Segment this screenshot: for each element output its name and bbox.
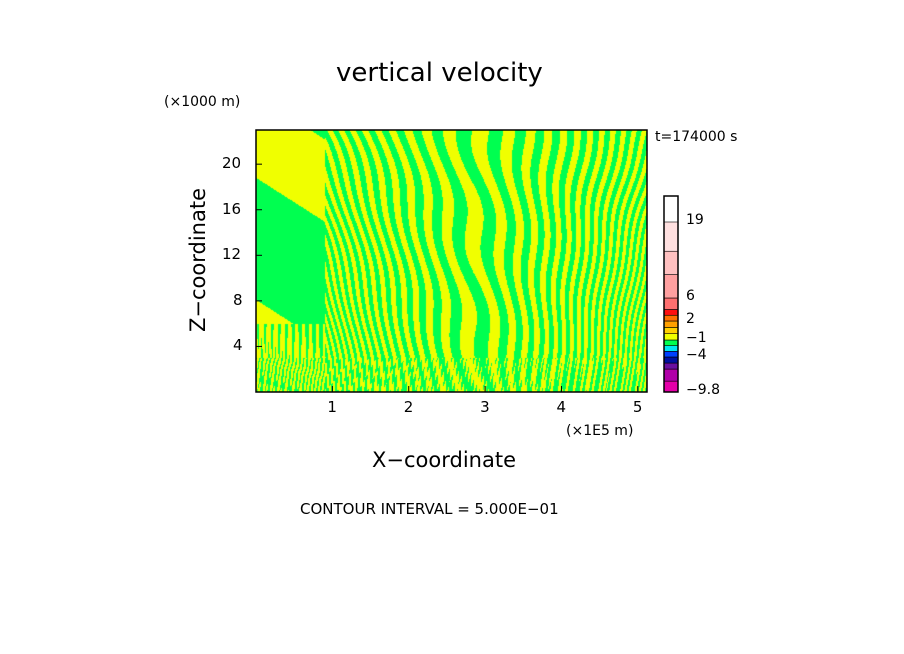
colorbar-segment [663, 250, 679, 275]
x-tick-label: 4 [556, 398, 567, 416]
colorbar-frame [663, 195, 679, 393]
x-unit-label: (×1E5 m) [566, 423, 634, 439]
colorbar-tick-label: 2 [686, 311, 695, 327]
colorbar-tick-label: −1 [686, 330, 707, 346]
colorbar-tick-label: 19 [686, 212, 704, 228]
y-tick-label: 4 [233, 336, 243, 355]
contour-interval-label: CONTOUR INTERVAL = 5.000E−01 [300, 500, 559, 518]
colorbar-segment [663, 356, 679, 364]
colorbar-segment [663, 368, 679, 382]
colorbar-segment [663, 221, 679, 252]
x-tick-label: 3 [480, 398, 490, 416]
colorbar-segment [663, 333, 679, 341]
x-axis-label: X−coordinate [372, 448, 516, 472]
colorbar-segment [663, 274, 679, 299]
x-tick-label: 1 [327, 398, 337, 416]
time-label: t=174000 s [655, 129, 738, 145]
y-tick-label: 8 [233, 290, 243, 309]
colorbar-segment [663, 309, 679, 316]
colorbar-segment [663, 380, 679, 393]
x-tick-label: 5 [632, 398, 643, 416]
colorbar-segment [663, 351, 679, 358]
y-tick-label: 16 [222, 199, 242, 218]
y-tick-label: 12 [222, 245, 242, 264]
colorbar-tick-label: −9.8 [686, 382, 720, 398]
y-tick-label: 20 [222, 154, 242, 173]
colorbar-tick-label: −4 [686, 347, 707, 363]
colorbar-segment [663, 345, 679, 352]
x-tick-label: 2 [403, 398, 414, 416]
colorbar-segment [663, 327, 679, 334]
velocity-field [256, 130, 647, 392]
colorbar-segment [663, 297, 679, 310]
chart-title: vertical velocity [336, 58, 543, 88]
y-unit-label: (×1000 m) [164, 94, 241, 110]
colorbar-segment [663, 362, 679, 370]
colorbar-segment [663, 314, 679, 322]
colorbar-segment [663, 339, 679, 346]
colorbar-segment [663, 320, 679, 328]
plot-frame [255, 129, 648, 393]
colorbar-tick-label: 6 [686, 288, 695, 304]
